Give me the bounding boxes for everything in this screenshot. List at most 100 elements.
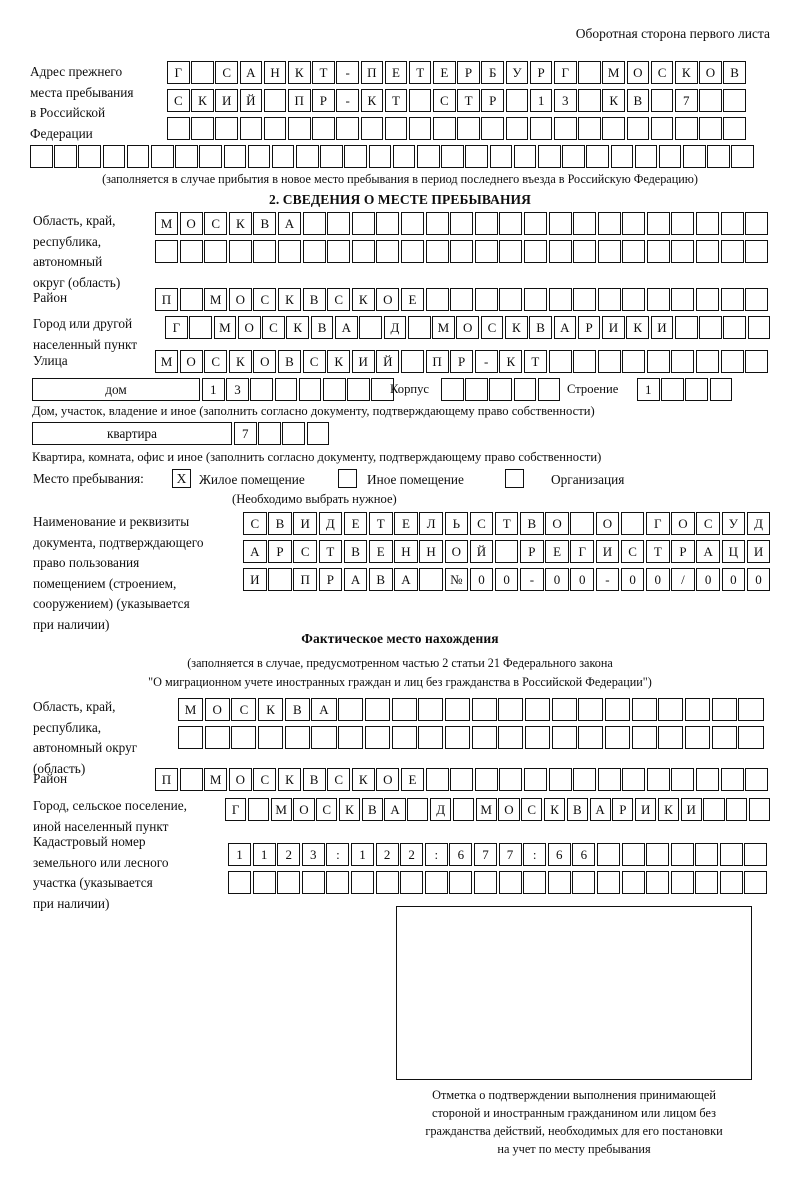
char-cell[interactable]	[720, 240, 744, 263]
char-cell[interactable]: К	[277, 768, 301, 791]
char-cell[interactable]	[548, 350, 572, 373]
char-cell[interactable]: Г	[225, 798, 247, 821]
char-cell[interactable]	[441, 145, 464, 168]
char-cell[interactable]	[621, 843, 645, 866]
char-cell[interactable]	[513, 378, 537, 401]
char-cell[interactable]: Р	[529, 61, 553, 84]
char-cell[interactable]	[696, 288, 720, 311]
char-cell[interactable]	[523, 288, 547, 311]
char-cell[interactable]	[573, 768, 597, 791]
char-cell[interactable]	[695, 843, 719, 866]
char-cell[interactable]: 6	[572, 843, 596, 866]
char-cell[interactable]: 7	[674, 89, 698, 112]
char-cell[interactable]	[444, 726, 470, 749]
char-cell[interactable]: М	[475, 798, 497, 821]
char-cell[interactable]	[578, 117, 601, 140]
char-cell[interactable]	[30, 145, 53, 168]
char-cell[interactable]: Т	[384, 89, 408, 112]
char-cell[interactable]: И	[680, 798, 702, 821]
char-cell[interactable]: Р	[612, 798, 634, 821]
prev-address-row-4[interactable]	[30, 145, 756, 168]
char-cell[interactable]: Т	[457, 89, 480, 112]
char-cell[interactable]: С	[480, 316, 504, 339]
char-cell[interactable]: О	[376, 768, 400, 791]
char-cell[interactable]: В	[566, 798, 588, 821]
char-cell[interactable]	[364, 698, 390, 721]
flat-number-cells[interactable]: 7	[234, 422, 331, 445]
char-cell[interactable]	[745, 768, 769, 791]
char-cell[interactable]	[586, 145, 609, 168]
char-cell[interactable]: К	[258, 698, 284, 721]
stay-type-checkbox-other[interactable]	[338, 469, 357, 488]
char-cell[interactable]: С	[469, 512, 494, 535]
char-cell[interactable]	[548, 240, 572, 263]
char-cell[interactable]	[481, 117, 505, 140]
char-cell[interactable]	[407, 316, 431, 339]
char-cell[interactable]	[400, 240, 424, 263]
char-cell[interactable]: О	[228, 768, 252, 791]
char-cell[interactable]	[658, 726, 684, 749]
char-cell[interactable]: М	[155, 212, 178, 235]
char-cell[interactable]	[457, 117, 480, 140]
char-cell[interactable]: О	[376, 288, 400, 311]
char-cell[interactable]	[726, 798, 748, 821]
char-cell[interactable]	[523, 768, 547, 791]
char-cell[interactable]	[596, 843, 620, 866]
char-cell[interactable]	[450, 240, 474, 263]
char-cell[interactable]: А	[277, 212, 301, 235]
char-cell[interactable]	[418, 698, 444, 721]
char-cell[interactable]	[368, 145, 392, 168]
char-cell[interactable]: 0	[620, 568, 645, 591]
char-cell[interactable]: С	[327, 288, 351, 311]
char-cell[interactable]	[570, 512, 595, 535]
char-cell[interactable]: С	[650, 61, 674, 84]
char-cell[interactable]: А	[239, 61, 263, 84]
char-cell[interactable]	[499, 288, 523, 311]
char-cell[interactable]	[465, 378, 488, 401]
char-cell[interactable]	[551, 726, 577, 749]
char-cell[interactable]: 1	[350, 843, 374, 866]
char-cell[interactable]	[465, 145, 488, 168]
char-cell[interactable]	[167, 117, 190, 140]
char-cell[interactable]: Р	[671, 540, 695, 563]
char-cell[interactable]: С	[302, 350, 326, 373]
char-cell[interactable]	[631, 726, 657, 749]
char-cell[interactable]: С	[293, 540, 317, 563]
char-cell[interactable]	[711, 726, 737, 749]
char-cell[interactable]	[554, 117, 577, 140]
char-cell[interactable]: Е	[394, 512, 418, 535]
char-cell[interactable]	[671, 212, 695, 235]
char-cell[interactable]	[720, 288, 744, 311]
char-cell[interactable]: Р	[268, 540, 292, 563]
char-cell[interactable]: С	[204, 350, 228, 373]
char-cell[interactable]: 0	[545, 568, 569, 591]
char-cell[interactable]: Й	[376, 350, 400, 373]
char-cell[interactable]: Т	[408, 61, 432, 84]
char-cell[interactable]: Е	[433, 61, 456, 84]
char-cell[interactable]: М	[270, 798, 292, 821]
char-cell[interactable]: №	[444, 568, 469, 591]
char-cell[interactable]: Н	[263, 61, 287, 84]
char-cell[interactable]: К	[674, 61, 698, 84]
char-cell[interactable]: 0	[646, 568, 670, 591]
char-cell[interactable]: А	[553, 316, 577, 339]
char-cell[interactable]: М	[204, 288, 228, 311]
char-cell[interactable]: С	[316, 798, 338, 821]
char-cell[interactable]	[596, 871, 620, 894]
char-cell[interactable]: С	[327, 768, 351, 791]
char-cell[interactable]	[384, 117, 408, 140]
char-cell[interactable]: К	[360, 89, 384, 112]
char-cell[interactable]: В	[626, 89, 650, 112]
char-cell[interactable]	[720, 768, 744, 791]
char-cell[interactable]	[671, 350, 695, 373]
char-cell[interactable]	[524, 698, 551, 721]
char-cell[interactable]: 1	[202, 378, 225, 401]
char-cell[interactable]	[671, 240, 695, 263]
char-cell[interactable]	[646, 871, 670, 894]
char-cell[interactable]: 0	[570, 568, 595, 591]
char-cell[interactable]: О	[228, 288, 252, 311]
char-cell[interactable]	[573, 240, 597, 263]
char-cell[interactable]: И	[293, 512, 317, 535]
